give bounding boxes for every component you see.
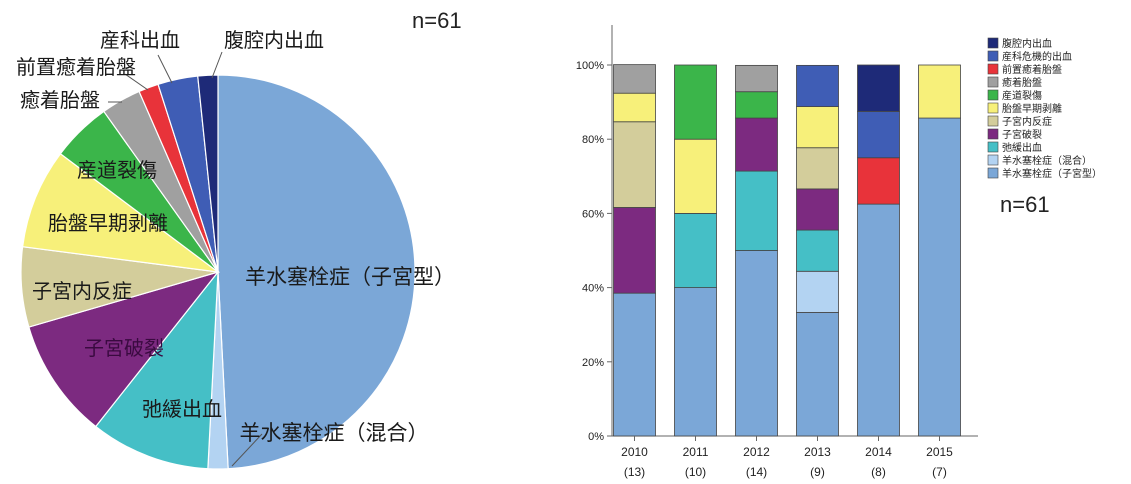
bar-segment [918, 64, 961, 119]
stacked-bar-chart [613, 64, 961, 437]
bar-legend: 腹腔内出血産科危機的出血前置癒着胎盤癒着胎盤産道裂傷胎盤早期剥離子宮内反症子宮破… [987, 37, 1102, 180]
pie-slice-label: 前置癒着胎盤 [16, 55, 136, 79]
bar-segment [857, 203, 900, 437]
legend-swatch [987, 37, 999, 49]
legend-swatch [987, 167, 999, 179]
x-count-label: (13) [624, 465, 645, 479]
legend-label: 癒着胎盤 [1002, 76, 1042, 89]
legend-label: 子宮内反症 [1002, 115, 1052, 128]
bar-x-labels: 2010 (13) 2011 (10) 2012 (14) 2013 (9) 2014 (8) 20… [621, 436, 953, 479]
legend-swatch [987, 102, 999, 114]
pie-slice-label: 子宮内反症 [32, 279, 132, 303]
legend-label: 前置癒着胎盤 [1002, 63, 1062, 76]
pie-slice-label: 胎盤早期剥離 [48, 211, 168, 235]
bar-segment [735, 64, 778, 93]
pie-slice-label: 腹腔内出血 [224, 28, 324, 52]
legend-swatch [987, 128, 999, 140]
pie-leader-line [231, 433, 263, 467]
bar-segment [735, 117, 778, 172]
bar-segment [796, 312, 839, 437]
pie-slice [197, 74, 219, 273]
x-count-label: (7) [932, 465, 947, 479]
y-tick-label: 0% [588, 431, 604, 443]
bar-segment [613, 64, 656, 94]
pie-slice-label: 癒着胎盤 [20, 88, 100, 112]
bar-segment [796, 229, 839, 272]
bar-segment [613, 121, 656, 208]
y-tick-label: 40% [582, 283, 604, 295]
pie-leader-line [124, 73, 149, 91]
x-tick-label: 2014 [865, 445, 892, 459]
pie-slice-label: 産科出血 [100, 28, 180, 52]
x-tick-label: 2011 [683, 445, 709, 459]
legend-swatch [987, 63, 999, 75]
bar-segment [674, 287, 717, 437]
pie-slice-label: 弛緩出血 [142, 397, 222, 421]
pie-chart [20, 74, 416, 470]
pie-slice [28, 270, 220, 428]
bar-segment [735, 170, 778, 251]
bar-segment [735, 250, 778, 437]
bar-segment [613, 92, 656, 123]
legend-swatch [987, 141, 999, 153]
bar-segment [796, 147, 839, 190]
bar-segment [796, 106, 839, 149]
legend-label: 産科危機的出血 [1002, 50, 1072, 63]
x-count-label: (10) [685, 465, 706, 479]
pie-slice [21, 152, 221, 273]
bar-segment [857, 64, 900, 112]
legend-label: 羊水塞栓症（混合） [1002, 154, 1092, 167]
y-tick-label: 100% [576, 60, 604, 72]
pie-slice-label: 羊水塞栓症（混合） [240, 421, 429, 445]
legend-label: 弛緩出血 [1002, 141, 1042, 154]
bar-segment [918, 117, 961, 437]
bar-segment [735, 91, 778, 119]
legend-label: 産道裂傷 [1002, 89, 1042, 102]
bar-segment [796, 188, 839, 231]
bar-segment [613, 292, 656, 437]
legend-swatch [987, 76, 999, 88]
x-tick-label: 2015 [926, 445, 953, 459]
bar-chart-axes: 0% 20% 40% 60% 80% 100% [576, 25, 978, 443]
bar-segment [857, 110, 900, 159]
bar-segment [674, 64, 717, 140]
pie-slice [217, 74, 416, 470]
pie-leader-line [157, 54, 173, 84]
bar-segment [857, 157, 900, 205]
legend-label: 子宮破裂 [1002, 128, 1042, 141]
pie-slice-label: 子宮破裂 [84, 336, 164, 360]
y-tick-label: 80% [582, 134, 604, 146]
legend-label: 胎盤早期剥離 [1002, 102, 1062, 115]
legend-swatch [987, 154, 999, 166]
x-tick-label: 2010 [621, 445, 648, 459]
bar-sample-size: n=61 [1000, 192, 1050, 217]
pie-labels: 羊水塞栓症（子宮型） 羊水塞栓症（混合） 弛緩出血 子宮破裂 子宮内反症 胎盤早期剥離 産道… [16, 28, 455, 467]
legend-swatch [987, 115, 999, 127]
y-tick-label: 60% [582, 208, 604, 220]
pie-slice-label: 羊水塞栓症（子宮型） [245, 265, 455, 289]
bar-segment [674, 138, 717, 214]
x-count-label: (14) [746, 465, 767, 479]
y-tick-label: 20% [582, 357, 604, 369]
bar-segment [796, 270, 839, 313]
bar-segment [674, 212, 717, 288]
pie-leader-line [211, 51, 223, 79]
legend-swatch [987, 50, 999, 62]
legend-label: 羊水塞栓症（子宮型） [1002, 167, 1102, 180]
x-tick-label: 2012 [743, 445, 770, 459]
pie-sample-size: n=61 [412, 8, 462, 33]
legend-swatch [987, 89, 999, 101]
bar-segment [796, 64, 839, 107]
x-tick-label: 2013 [804, 445, 831, 459]
pie-slice [94, 270, 219, 470]
x-count-label: (9) [810, 465, 825, 479]
pie-slice-label: 産道裂傷 [77, 158, 157, 182]
bar-segment [613, 207, 656, 294]
legend-label: 腹腔内出血 [1002, 37, 1052, 50]
x-count-label: (8) [871, 465, 886, 479]
